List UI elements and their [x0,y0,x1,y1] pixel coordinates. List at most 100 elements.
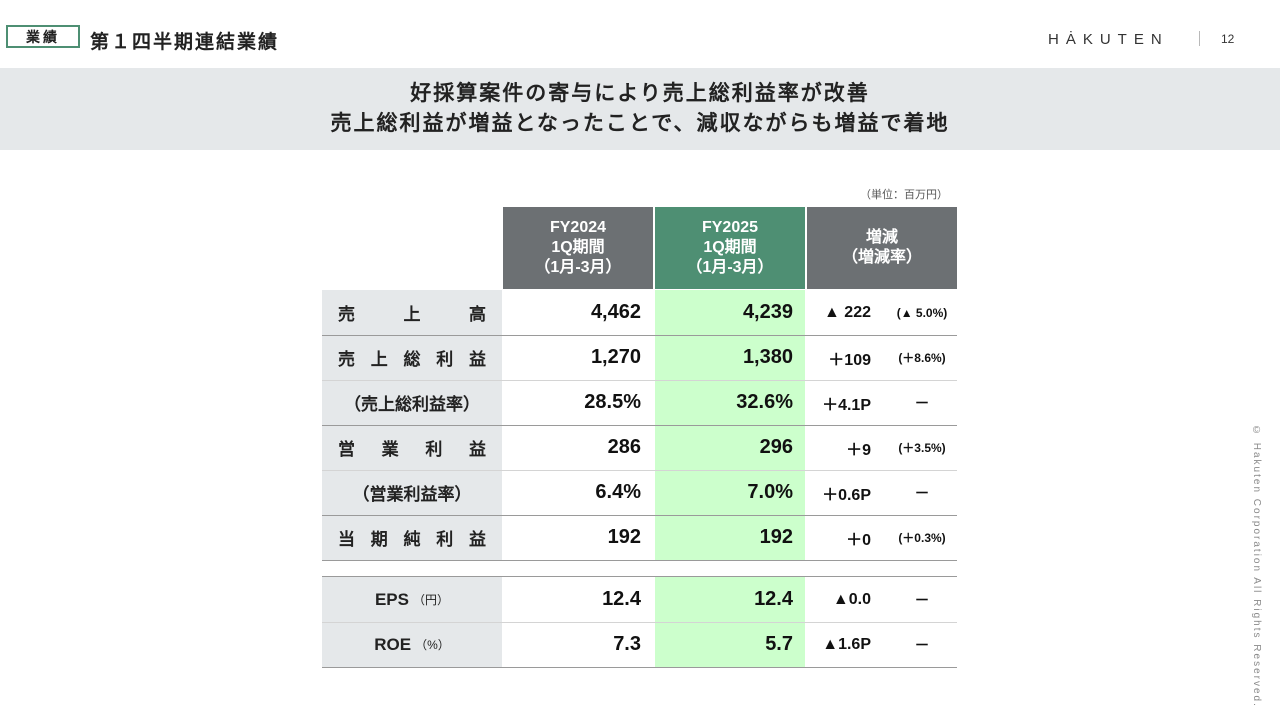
value-fy2024: 4,462 [590,301,641,323]
value-fy2024: 12.4 [602,588,641,610]
label-char: 業 [381,440,399,459]
header-fy2024-period: 1Q期間 [551,239,605,256]
row-divider [322,560,957,561]
value-change: ▲0.0 [832,590,871,608]
value-change: ▲ 222 [824,303,871,321]
row-label: （営業利益率） [352,485,472,504]
row-divider [322,515,957,516]
row-divider [322,425,957,426]
row-divider [322,576,957,577]
page-number: 12 [1221,32,1235,46]
unit-note: （単位：百万円） [860,189,948,201]
row-label: EPS （円） [322,577,502,622]
value-fy2024: 28.5% [584,391,641,413]
row-divider [322,380,957,381]
row-label: 営 業 利 益 [322,425,502,470]
value-fy2025: 192 [759,526,793,548]
row-label: （売上総利益率） [344,395,480,414]
header-divider [1199,31,1200,46]
company-logo: HȦKUTEN [1048,31,1169,48]
value-change-rate: (▲ 5.0%) [896,305,948,320]
row-net-sales: 売 上 高 4,462 4,239 ▲ 222 (▲ 5.0%) [322,290,957,335]
value-fy2025: 296 [759,436,793,458]
label-char: 総 [403,350,421,369]
row-label-text: ROE [374,634,412,654]
row-divider [322,667,957,668]
label-char: 売 [338,350,355,369]
label-char: 益 [468,440,486,459]
value-change-rate: － [914,637,930,654]
summary-line-2: 売上総利益が増益となったことで、減収ながらも増益で着地 [330,112,950,135]
label-char: 当 [338,530,355,549]
value-change-rate: (＋0.3%) [898,531,946,545]
label-char: 売 [338,305,355,324]
row-gross-profit: 売 上 総 利 益 1,270 1,380 ＋109 (＋8.6%) [322,335,957,380]
row-gross-margin: （売上総利益率） 28.5% 32.6% ＋4.1P － [322,380,957,425]
row-eps: EPS （円） 12.4 12.4 ▲0.0 － [322,577,957,622]
label-char: 利 [436,350,454,369]
header-fy2025: FY2025 1Q期間 （1月-3月） [655,207,805,289]
label-char: 利 [436,530,454,549]
row-net-income: 当 期 純 利 益 192 192 ＋0 (＋0.3%) [322,515,957,560]
row-label-unit: （%） [415,638,450,652]
header-fy2025-year: FY2025 [701,219,759,236]
value-fy2025: 32.6% [736,391,793,413]
value-change: ＋109 [828,351,871,369]
slide-header: 業績 第１四半期連結業績 HȦKUTEN 12 [0,0,1280,68]
header-fy2025-period: 1Q期間 [703,239,757,256]
header-change: 増減 （増減率） [807,207,957,289]
header-change-rate-label: （増減率） [841,249,922,266]
value-change: ＋0.6P [822,486,871,504]
value-fy2025: 5.7 [765,633,793,655]
value-fy2024: 192 [607,526,641,548]
header-change-label: 増減 [865,229,898,246]
value-change-rate: － [914,485,930,502]
value-change: ＋9 [846,441,871,459]
label-char: 益 [469,530,486,549]
label-char: 高 [469,305,486,324]
value-change-rate: (＋3.5%) [898,441,946,455]
row-label-unit: （円） [413,593,450,607]
value-fy2024: 286 [607,436,641,458]
row-label: 当 期 純 利 益 [322,515,502,560]
value-fy2025: 4,239 [742,301,793,323]
header-fy2025-months: （1月-3月） [686,259,774,276]
value-change-rate: (＋8.6%) [898,351,946,365]
value-fy2025: 1,380 [742,346,793,368]
label-char: 期 [370,530,388,549]
row-divider [322,335,957,336]
value-fy2024: 6.4% [595,481,641,503]
row-operating-margin: （営業利益率） 6.4% 7.0% ＋0.6P － [322,470,957,515]
label-char: 上 [370,350,388,369]
value-fy2025: 7.0% [747,481,793,503]
page-title: 第１四半期連結業績 [90,32,280,53]
label-char: 益 [469,350,486,369]
row-divider [322,622,957,623]
row-label: 売 上 高 [322,290,502,335]
label-char: 利 [425,440,443,459]
label-char: 純 [403,530,421,549]
row-label: ROE （%） [322,622,502,667]
header-fy2024-months: （1月-3月） [534,259,622,276]
value-change: ＋4.1P [822,396,871,414]
value-fy2025: 12.4 [754,588,793,610]
label-char: 営 [338,440,355,459]
header-fy2024-year: FY2024 [549,219,607,236]
section-tag: 業績 [6,25,80,48]
value-fy2024: 1,270 [590,346,641,368]
value-change: ▲1.6P [822,635,871,653]
summary-line-1: 好採算案件の寄与により売上総利益率が改善 [410,82,870,105]
row-operating-profit: 営 業 利 益 286 296 ＋9 (＋3.5%) [322,425,957,470]
value-change-rate: － [914,592,930,609]
value-change-rate: － [914,395,930,412]
row-label: 売 上 総 利 益 [322,335,502,380]
value-fy2024: 7.3 [613,633,641,655]
header-fy2024: FY2024 1Q期間 （1月-3月） [503,207,653,289]
copyright-notice: © Hakuten Corporation All Rights Reserve… [1251,425,1262,708]
row-label-text: EPS [374,589,409,609]
summary-banner: 好採算案件の寄与により売上総利益率が改善 売上総利益が増益となったことで、減収な… [0,68,1280,150]
row-divider [322,470,957,471]
row-roe: ROE （%） 7.3 5.7 ▲1.6P － [322,622,957,667]
label-char: 上 [403,305,421,324]
value-change: ＋0 [846,531,871,549]
